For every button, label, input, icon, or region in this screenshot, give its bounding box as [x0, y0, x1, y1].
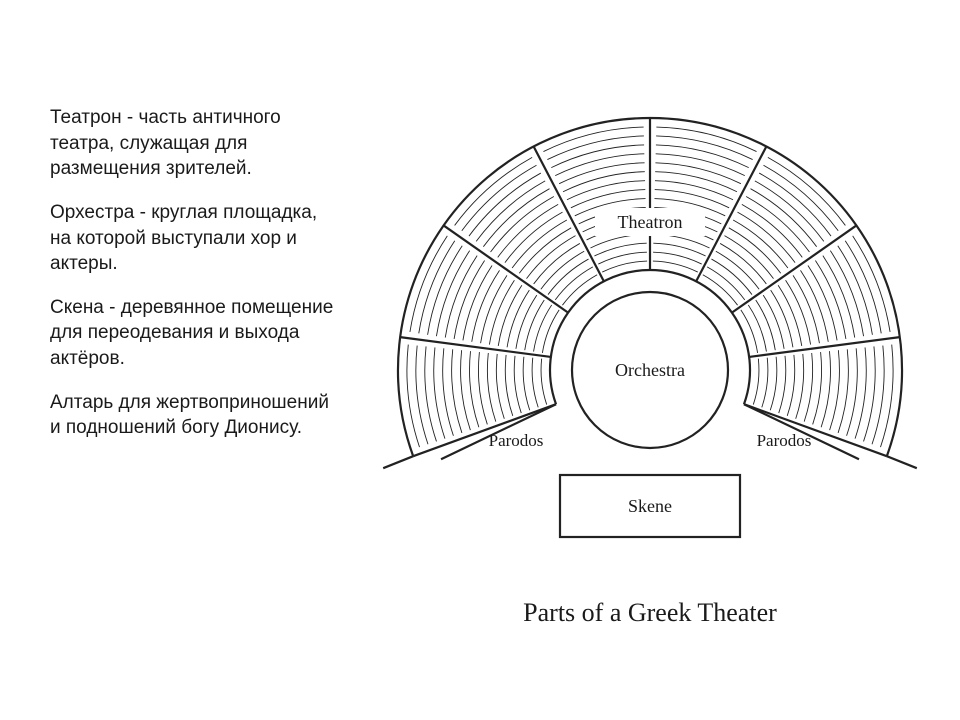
row [496, 354, 504, 419]
row [716, 251, 759, 289]
row [707, 267, 745, 300]
row [796, 354, 804, 419]
orchestra-label: Orchestra [615, 360, 685, 380]
theatron-label: Theatron [618, 212, 683, 232]
row [653, 252, 702, 264]
row [505, 212, 563, 262]
row [470, 351, 479, 427]
row [598, 252, 647, 264]
row [711, 259, 751, 294]
row [838, 246, 873, 335]
row [562, 275, 597, 305]
row [543, 127, 643, 152]
row [753, 359, 759, 405]
desc-altar: Алтарь для жертвоприношений и подношений… [50, 390, 340, 441]
description-column: Театрон - часть античного театра, служащ… [50, 105, 340, 459]
row [737, 212, 795, 262]
row [594, 243, 646, 256]
row [656, 145, 749, 168]
row [514, 356, 521, 413]
row [541, 251, 584, 289]
row [571, 190, 645, 208]
row [555, 267, 593, 300]
desc-skene: Скена - деревянное помещение для переоде… [50, 295, 340, 372]
row [653, 243, 705, 256]
row [793, 275, 819, 343]
row [445, 256, 477, 338]
row [724, 236, 773, 279]
aisle-1 [400, 337, 551, 357]
row [523, 357, 530, 410]
row [487, 353, 495, 422]
row [786, 280, 811, 344]
diagram-container: Theatron Orchestra Parodos Parodos Skene Par… [370, 80, 930, 640]
row [815, 261, 846, 339]
row [541, 359, 547, 405]
row [762, 358, 768, 408]
row [779, 356, 786, 413]
row [823, 256, 855, 338]
row [830, 350, 840, 430]
row [532, 358, 538, 408]
row [489, 280, 514, 344]
row [461, 350, 471, 430]
row [505, 355, 512, 416]
row [764, 165, 839, 231]
aisle-7 [749, 337, 900, 357]
row [454, 261, 485, 339]
row [463, 265, 492, 340]
row [455, 157, 533, 225]
desc-theatron: Театрон - часть античного театра, служащ… [50, 105, 340, 182]
diagram-title: Parts of a Greek Theater [370, 598, 930, 628]
row [478, 352, 487, 424]
row [655, 163, 740, 184]
parodos-right-line-upper [887, 456, 917, 468]
row [656, 127, 756, 152]
row [462, 165, 537, 231]
row [483, 189, 549, 247]
row [800, 270, 828, 341]
parodos-left-label: Parodos [489, 431, 544, 450]
row [656, 136, 753, 160]
desc-orchestra: Орхестра - круглая площадка, на которой … [50, 200, 340, 277]
row [469, 173, 541, 236]
aisle-2 [444, 225, 569, 312]
row [787, 355, 794, 416]
page-root: Театрон - часть античного театра, служащ… [0, 0, 960, 720]
row [768, 157, 846, 225]
parodos-left-line-upper [383, 456, 413, 468]
row [750, 189, 816, 247]
row [808, 265, 837, 340]
row [703, 275, 738, 305]
row [770, 357, 777, 410]
row [813, 352, 822, 424]
row [481, 275, 507, 343]
row [547, 136, 644, 160]
row [746, 197, 809, 252]
row [804, 353, 812, 422]
row [428, 246, 463, 335]
row [491, 197, 554, 252]
row [526, 236, 575, 279]
skene-label: Skene [628, 496, 672, 516]
row [551, 145, 644, 168]
row [655, 190, 729, 208]
row [654, 234, 710, 248]
row [759, 173, 831, 236]
row [590, 234, 646, 248]
row [821, 351, 830, 427]
greek-theater-diagram: Theatron Orchestra Parodos Parodos Skene [370, 80, 930, 550]
row [559, 163, 644, 184]
aisle-6 [732, 225, 857, 312]
parodos-right-label: Parodos [757, 431, 812, 450]
row [548, 259, 588, 294]
row [472, 270, 500, 341]
